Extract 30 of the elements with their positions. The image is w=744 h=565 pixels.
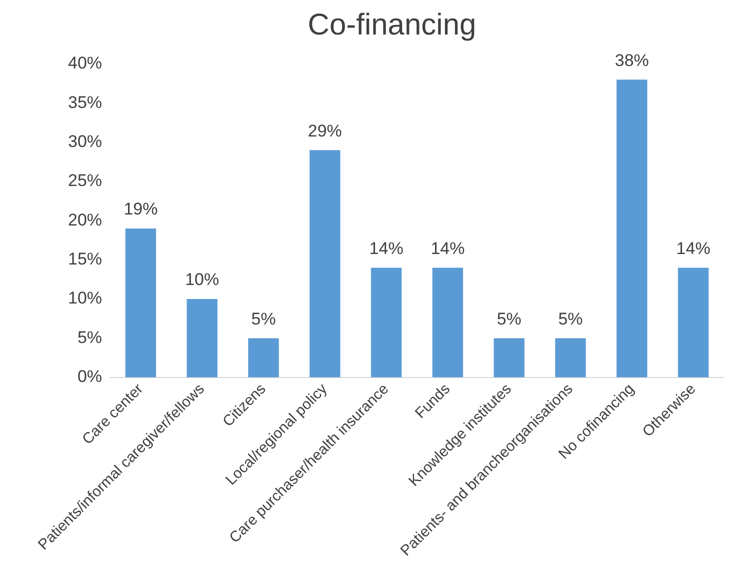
bar: [616, 80, 648, 378]
bar: [678, 268, 709, 378]
data-label: 14%: [369, 238, 404, 258]
bar: [555, 338, 586, 378]
y-tick-label: 15%: [68, 250, 102, 269]
y-tick-label: 35%: [68, 92, 102, 112]
y-tick-label: 0%: [77, 367, 102, 386]
y-tick-label: 5%: [77, 328, 102, 347]
data-label: 5%: [558, 309, 583, 328]
bar: [186, 299, 218, 378]
bar: [370, 268, 402, 378]
bar: [432, 268, 464, 378]
data-label: 5%: [496, 309, 522, 328]
bar: [248, 338, 279, 378]
y-tick-label: 20%: [68, 210, 102, 230]
data-label: 14%: [676, 238, 710, 258]
chart-title: Co-financing: [308, 8, 476, 42]
y-tick-label: 30%: [68, 132, 102, 152]
data-label: 5%: [251, 309, 276, 328]
data-label: 14%: [430, 238, 465, 258]
bar: [310, 150, 340, 378]
y-tick-label: 10%: [68, 288, 102, 308]
data-label: 10%: [185, 270, 220, 290]
data-label: 38%: [614, 50, 649, 70]
y-tick-label: 25%: [68, 171, 102, 190]
bar: [494, 338, 524, 378]
data-label: 29%: [308, 121, 342, 140]
bar: [125, 228, 156, 378]
data-label: 19%: [124, 200, 158, 219]
y-tick-label: 40%: [68, 54, 102, 73]
